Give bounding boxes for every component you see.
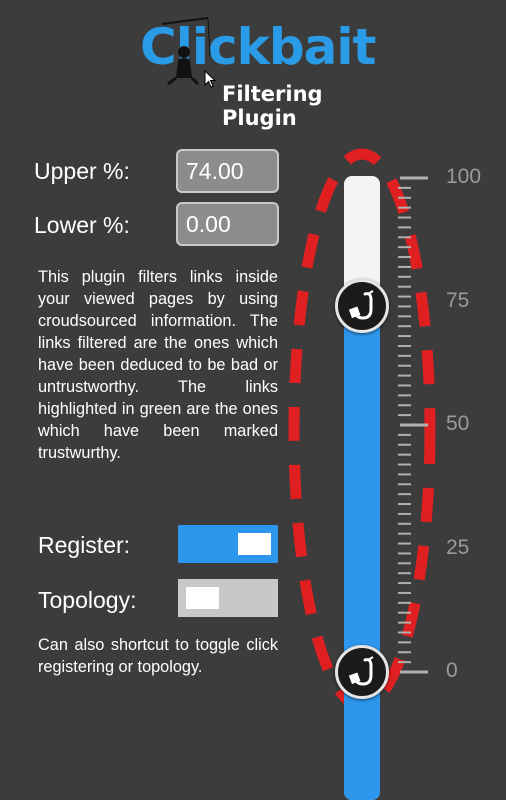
fishing-hook-icon — [348, 656, 374, 686]
slider-scale-ticks — [398, 176, 428, 674]
scale-label-25: 25 — [446, 535, 470, 559]
upper-percent-label: Upper %: — [34, 158, 130, 184]
scale-label-100: 100 — [446, 165, 482, 188]
range-slider: 100 75 50 25 0 — [280, 140, 506, 800]
lower-handle[interactable] — [335, 645, 389, 699]
scale-label-50: 50 — [446, 412, 470, 435]
register-toggle-knob — [238, 533, 271, 555]
fishing-hook-icon — [348, 290, 374, 320]
topology-toggle[interactable] — [178, 579, 278, 617]
slider-range-fill — [344, 306, 380, 800]
upper-handle[interactable] — [335, 279, 389, 334]
slider-track[interactable] — [344, 176, 380, 800]
topology-toggle-knob — [186, 587, 219, 609]
upper-percent-input[interactable] — [176, 149, 279, 193]
app-logo: Clickbait Filtering Plugin — [140, 14, 380, 130]
plugin-description: This plugin filters links inside your vi… — [38, 268, 278, 462]
lower-percent-input[interactable] — [176, 202, 279, 246]
fisherman-icon — [161, 17, 211, 86]
logo-subtitle: Filtering Plugin — [222, 82, 323, 130]
register-label: Register: — [38, 532, 131, 558]
shortcut-hint: Can also shortcut to toggle click regist… — [38, 636, 278, 676]
mouse-pointer-icon — [204, 70, 217, 88]
topology-label: Topology: — [38, 587, 137, 613]
lower-percent-label: Lower %: — [34, 212, 130, 238]
scale-label-75: 75 — [446, 288, 470, 312]
register-toggle[interactable] — [178, 525, 278, 563]
scale-label-0: 0 — [446, 659, 458, 682]
